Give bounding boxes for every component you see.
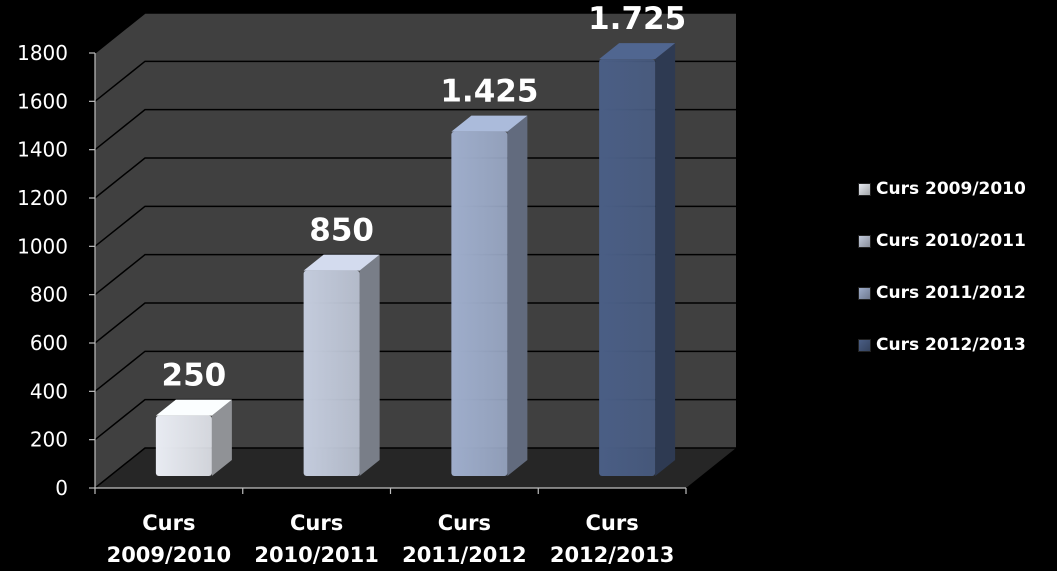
y-tick-label: 1000 <box>17 234 68 258</box>
y-tick-label: 0 <box>55 476 68 500</box>
legend-label: Curs 2012/2013 <box>876 335 1026 355</box>
bar-side <box>655 43 676 476</box>
gridline <box>94 253 736 296</box>
bar-top <box>599 43 676 60</box>
side-wall <box>95 13 145 488</box>
legend-item: Curs 2010/2011 <box>858 231 1026 251</box>
x-tick-label: Curs <box>142 511 195 535</box>
x-tick-label: 2012/2013 <box>550 543 675 567</box>
y-tick-label: 1200 <box>17 186 68 210</box>
legend-swatch <box>858 286 871 300</box>
bar <box>155 399 232 476</box>
bar-front <box>451 131 508 476</box>
gridline <box>94 108 736 151</box>
y-tick-label: 1600 <box>17 89 68 113</box>
y-tick-label: 1400 <box>17 138 68 162</box>
gridline <box>94 157 736 199</box>
bar-side <box>507 115 528 476</box>
y-tick-label: 600 <box>30 331 68 355</box>
data-label: 1.725 <box>588 1 686 37</box>
gridline <box>94 398 736 441</box>
bar-front <box>599 59 656 476</box>
x-tick-label: 2009/2010 <box>107 543 232 567</box>
gridline <box>94 12 736 54</box>
legend-label: Curs 2011/2012 <box>876 283 1026 303</box>
legend-item: Curs 2012/2013 <box>858 335 1026 355</box>
bar-side <box>359 254 380 476</box>
legend-label: Curs 2010/2011 <box>876 231 1026 251</box>
bar-top <box>155 399 232 416</box>
back-wall <box>145 13 736 448</box>
legend-swatch <box>858 234 871 248</box>
gridline <box>94 302 736 344</box>
gridline <box>94 350 736 392</box>
y-tick-label: 400 <box>30 379 68 403</box>
bar-front <box>303 270 360 476</box>
legend-item: Curs 2009/2010 <box>858 179 1026 199</box>
floor <box>95 448 736 488</box>
bar-top <box>303 254 380 271</box>
bar-side <box>211 399 232 476</box>
gridline <box>94 60 736 102</box>
data-label: 250 <box>162 358 227 394</box>
gridline <box>94 205 736 247</box>
x-tick-label: 2011/2012 <box>402 543 527 567</box>
data-label: 1.425 <box>440 74 538 110</box>
bar <box>599 43 676 476</box>
legend: Curs 2009/2010 Curs 2010/2011 Curs 2011/… <box>858 179 1026 388</box>
legend-swatch <box>858 338 871 352</box>
bar-front <box>155 415 212 476</box>
x-tick-label: 2010/2011 <box>254 543 379 567</box>
bar <box>451 115 528 476</box>
bar-top <box>451 115 528 132</box>
gridline <box>94 447 736 489</box>
x-tick-label: Curs <box>586 511 639 535</box>
x-tick-label: Curs <box>438 511 491 535</box>
x-tick-label: Curs <box>290 511 343 535</box>
legend-label: Curs 2009/2010 <box>876 179 1026 199</box>
y-tick-label: 200 <box>30 428 68 452</box>
bar <box>303 254 380 476</box>
data-label: 850 <box>309 213 374 249</box>
legend-swatch <box>858 182 871 196</box>
y-tick-label: 800 <box>30 283 68 307</box>
legend-item: Curs 2011/2012 <box>858 283 1026 303</box>
y-tick-label: 1800 <box>17 41 68 65</box>
